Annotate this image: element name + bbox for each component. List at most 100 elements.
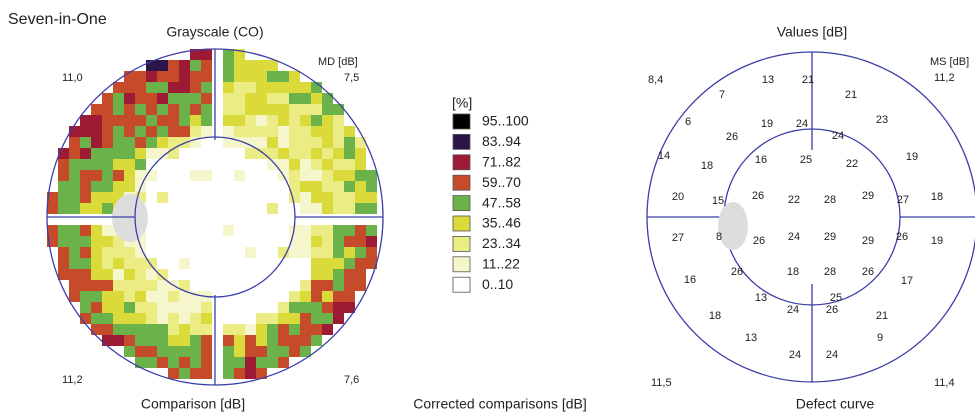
grayscale-cell [366, 181, 377, 192]
grayscale-cell [201, 137, 212, 148]
grayscale-cell [157, 126, 168, 137]
value-point: 18 [787, 266, 799, 278]
grayscale-cell [344, 291, 355, 302]
grayscale-cell [245, 203, 256, 214]
grayscale-cell [146, 115, 157, 126]
grayscale-cell [234, 159, 245, 170]
grayscale-cell [311, 324, 322, 335]
grayscale-cell [179, 258, 190, 269]
grayscale-cell [234, 203, 245, 214]
grayscale-cell [168, 269, 179, 280]
blind-spot [718, 202, 748, 250]
md-value: 11,0 [62, 72, 83, 84]
grayscale-cell [267, 137, 278, 148]
grayscale-cell [190, 203, 201, 214]
grayscale-cell [267, 302, 278, 313]
grayscale-cell [234, 302, 245, 313]
grayscale-cell [322, 104, 333, 115]
grayscale-cell [311, 225, 322, 236]
value-point: 9 [877, 332, 883, 344]
grayscale-cell [223, 368, 234, 379]
grayscale-cell [234, 148, 245, 159]
grayscale-cell [300, 247, 311, 258]
grayscale-cell [69, 148, 80, 159]
grayscale-cell [300, 170, 311, 181]
legend-label: 71..82 [482, 154, 521, 170]
grayscale-cell [91, 159, 102, 170]
grayscale-cell [245, 159, 256, 170]
grayscale-cell [91, 115, 102, 126]
grayscale-cell [344, 225, 355, 236]
grayscale-cell [102, 170, 113, 181]
grayscale-cell [267, 126, 278, 137]
grayscale-cell [223, 302, 234, 313]
grayscale-cell [278, 203, 289, 214]
grayscale-cell [256, 291, 267, 302]
grayscale-cell [223, 181, 234, 192]
grayscale-cell [311, 170, 322, 181]
value-point: 19 [931, 235, 943, 247]
grayscale-cell [333, 148, 344, 159]
grayscale-cell [366, 192, 377, 203]
tab-label: Corrected comparisons [dB] [413, 396, 587, 412]
grayscale-cell [124, 93, 135, 104]
grayscale-cell [267, 357, 278, 368]
legend-swatch [452, 113, 471, 130]
grayscale-cell [80, 126, 91, 137]
grayscale-cell [267, 313, 278, 324]
grayscale-cell [168, 247, 179, 258]
grayscale-cell [102, 313, 113, 324]
grayscale-cell [113, 137, 124, 148]
grayscale-cell [179, 181, 190, 192]
grayscale-cell [47, 225, 58, 236]
grayscale-cell [366, 236, 377, 247]
grayscale-cell [245, 82, 256, 93]
grayscale-cell [366, 247, 377, 258]
grayscale-cell [289, 181, 300, 192]
grayscale-cell [168, 313, 179, 324]
grayscale-cell [201, 115, 212, 126]
grayscale-cell [179, 368, 190, 379]
grayscale-cell [355, 280, 366, 291]
grayscale-cell [168, 203, 179, 214]
grayscale-cell [69, 280, 80, 291]
grayscale-cell [223, 170, 234, 181]
grayscale-cell [333, 269, 344, 280]
grayscale-cell [113, 93, 124, 104]
grayscale-cell [333, 170, 344, 181]
grayscale-cell [201, 368, 212, 379]
grayscale-cell [190, 60, 201, 71]
grayscale-cell [267, 225, 278, 236]
grayscale-cell [113, 269, 124, 280]
grayscale-cell [223, 203, 234, 214]
legend-swatch [452, 235, 471, 252]
grayscale-cell [157, 346, 168, 357]
grayscale-cell [58, 269, 69, 280]
legend-label: 23..34 [482, 235, 521, 251]
grayscale-cell [366, 258, 377, 269]
value-point: 13 [762, 74, 774, 86]
grayscale-cell [289, 247, 300, 258]
grayscale-cell [223, 313, 234, 324]
grayscale-cell [256, 148, 267, 159]
grayscale-cell [344, 247, 355, 258]
grayscale-cell [333, 203, 344, 214]
value-point: 26 [752, 190, 764, 202]
grayscale-cell [344, 269, 355, 280]
grayscale-cell [201, 280, 212, 291]
grayscale-cell [102, 225, 113, 236]
grayscale-cell [344, 148, 355, 159]
grayscale-cell [80, 258, 91, 269]
grayscale-cell [333, 247, 344, 258]
grayscale-cell [223, 225, 234, 236]
grayscale-cell [256, 357, 267, 368]
grayscale-cell [190, 313, 201, 324]
grayscale-cell [322, 93, 333, 104]
grayscale-cell [245, 313, 256, 324]
grayscale-cell [146, 60, 157, 71]
grayscale-cell [245, 60, 256, 71]
grayscale-cell [190, 148, 201, 159]
grayscale-cell [58, 159, 69, 170]
grayscale-cell [245, 148, 256, 159]
value-point: 26 [826, 304, 838, 316]
